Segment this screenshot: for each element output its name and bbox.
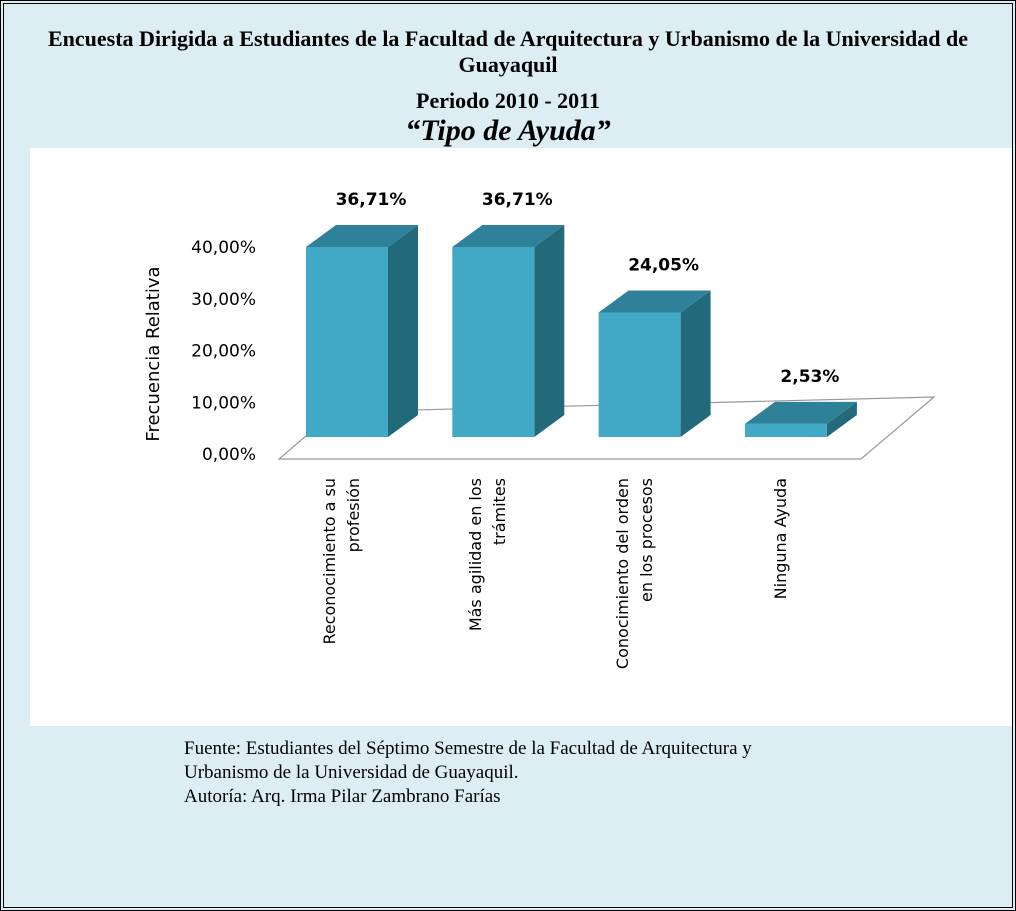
bar-side bbox=[680, 290, 711, 437]
value-label: 24,05% bbox=[628, 256, 699, 276]
author: Autoría: Arq. Irma Pilar Zambrano Farías bbox=[184, 786, 501, 807]
x-tick-label: Conocimiento del orden en los procesos bbox=[612, 478, 656, 670]
bar-front bbox=[306, 247, 388, 437]
bar-front bbox=[452, 247, 535, 437]
bar-side bbox=[534, 225, 565, 437]
x-tick-label: Reconocimiento a su profesión bbox=[320, 478, 363, 645]
bar bbox=[306, 225, 418, 437]
footer: Fuente: Estudiantes del Séptimo Semestre… bbox=[184, 737, 764, 809]
bar-top bbox=[744, 401, 857, 424]
bar-front bbox=[598, 312, 681, 437]
bar-side bbox=[826, 401, 857, 437]
y-tick-label: 10,00% bbox=[191, 393, 256, 413]
y-tick-label: 0,00% bbox=[202, 445, 256, 465]
y-axis-label: Frecuencia Relativa bbox=[143, 266, 164, 441]
bar-top bbox=[306, 225, 418, 248]
bar-front bbox=[744, 423, 827, 437]
bar bbox=[452, 225, 565, 437]
y-tick-label: 20,00% bbox=[191, 342, 256, 362]
bar-side bbox=[388, 225, 418, 437]
value-label: 36,71% bbox=[482, 190, 553, 210]
bar bbox=[744, 401, 857, 437]
chart-title: “Tipo de Ayuda” bbox=[405, 114, 611, 147]
bar-top bbox=[452, 225, 565, 248]
source: Fuente: Estudiantes del Séptimo Semestre… bbox=[184, 738, 752, 783]
value-label: 2,53% bbox=[780, 367, 839, 387]
y-tick-label: 30,00% bbox=[191, 290, 256, 310]
chart: Frecuencia Relativa 0,00% 10,00% 20,00% 30,… bbox=[30, 148, 1012, 726]
value-label: 36,71% bbox=[336, 190, 407, 210]
bar-top bbox=[598, 290, 711, 313]
title: Encuesta Dirigida a Estudiantes de la Fa… bbox=[48, 26, 968, 77]
period: Periodo 2010 - 2011 bbox=[416, 88, 600, 113]
bar bbox=[598, 290, 711, 437]
x-tick-label: Más agilidad en los trámites bbox=[466, 478, 510, 632]
x-tick-label: Ninguna Ayuda bbox=[770, 478, 790, 600]
y-tick-label: 40,00% bbox=[191, 238, 256, 258]
